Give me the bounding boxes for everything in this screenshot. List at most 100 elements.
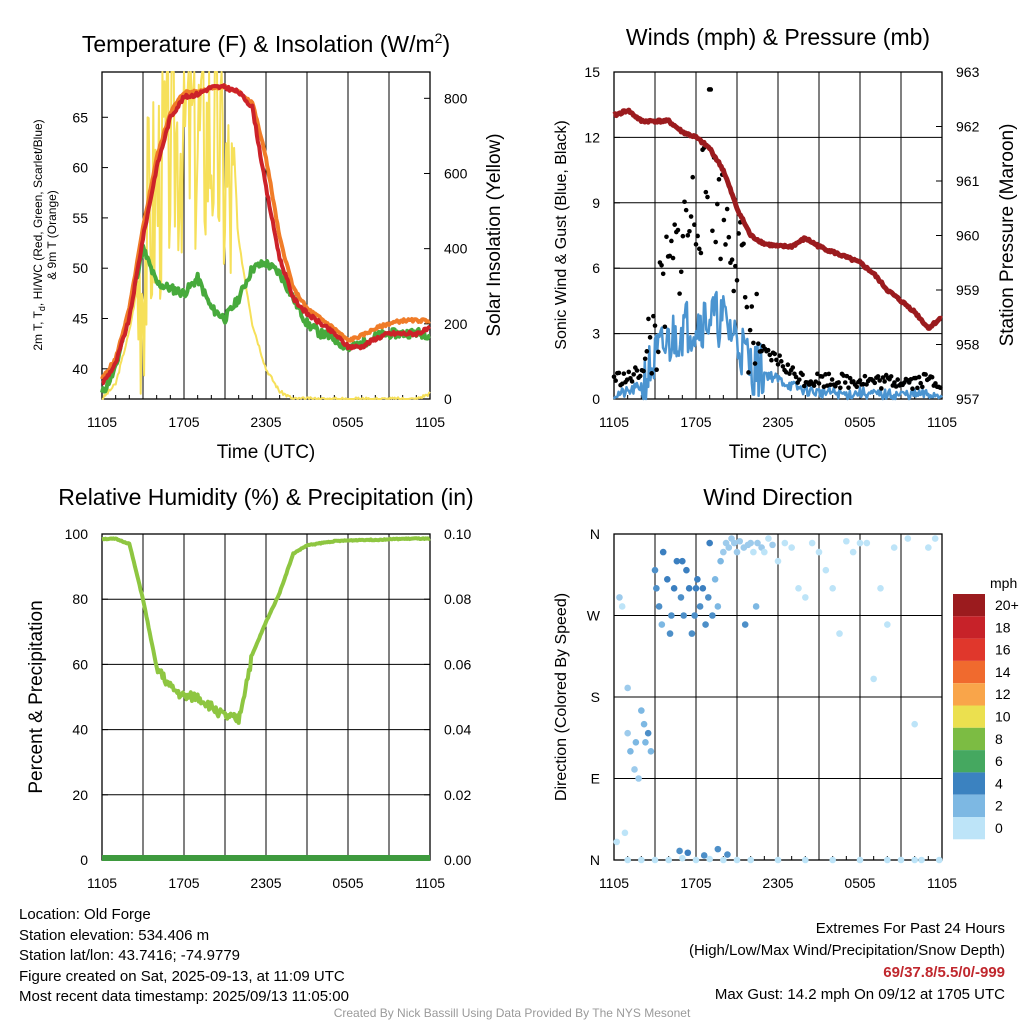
wind-direction-point	[688, 630, 696, 637]
wind-direction-point	[931, 535, 939, 542]
wind-gust-point	[877, 378, 882, 383]
dewpoint-line	[100, 243, 431, 394]
wind-gust-point	[857, 378, 863, 383]
wind-y-tick-label: 12	[584, 129, 600, 145]
rh-y2-tick-label: 0.08	[444, 591, 471, 607]
temp-y-axis-label-line2: & 9m T (Orange)	[45, 190, 59, 280]
wind-direction-point	[684, 849, 692, 857]
wind-direction-point	[685, 585, 693, 592]
wind-direction-point	[692, 585, 700, 592]
wind-gust-point	[892, 380, 897, 385]
wind-gust-point	[811, 383, 817, 388]
wind-gust-point	[688, 214, 694, 219]
wind-direction-point	[822, 566, 830, 574]
wind-y2-tick-label: 963	[956, 64, 980, 80]
wind-gust-point	[759, 348, 764, 354]
wind-direction-point	[638, 707, 645, 714]
wind-gust-point	[710, 228, 715, 234]
legend-swatch	[953, 705, 985, 728]
wind-y-axis-label: Sonic Wind & Gust (Blue, Black)	[553, 120, 570, 349]
figure-created: Figure created on Sat, 2025-09-13, at 11…	[19, 967, 345, 985]
wind-gust-point	[836, 380, 841, 385]
rh-y-tick-label: 100	[65, 526, 89, 542]
wind-x-axis-label: Time (UTC)	[729, 442, 828, 463]
wind-gust-point	[815, 371, 820, 377]
wind-gust-point	[647, 335, 653, 340]
wind-gust-point	[654, 367, 659, 373]
wind-direction-point	[788, 544, 795, 551]
wind-direction-point	[918, 856, 925, 864]
wind-gust-point	[826, 371, 832, 377]
wind-direction-point	[624, 729, 631, 737]
wind-gust-point	[819, 374, 825, 379]
wind-direction-point	[699, 585, 707, 592]
wind-gust-point	[629, 379, 635, 384]
wind-gust-point	[875, 374, 881, 379]
wind-direction-point	[714, 845, 722, 853]
wind-gust-point	[793, 374, 799, 380]
wind-gust-point	[713, 239, 718, 245]
wind-gust-point	[685, 233, 691, 238]
wind-gust-point	[752, 361, 758, 366]
wind-direction-point	[696, 603, 704, 610]
wind-direction-point	[679, 854, 686, 862]
legend-swatch	[953, 727, 985, 751]
wind-gust-point	[678, 269, 684, 275]
wind-gust-point	[670, 255, 676, 261]
dir-x-tick-label: 2305	[762, 875, 793, 891]
temp-x-tick-label: 1105	[87, 414, 117, 430]
wind-direction-point	[935, 856, 943, 864]
legend-label: 0	[995, 820, 1003, 836]
wind-gust-point	[800, 372, 805, 378]
wind-gust-point	[705, 194, 710, 200]
wind-gust-point	[842, 380, 848, 385]
pressure-line	[612, 107, 944, 331]
wind-direction-point	[632, 738, 640, 746]
wind-gust-point	[716, 177, 722, 182]
temp-y-tick-label: 40	[72, 361, 88, 377]
wind-gust-point	[780, 364, 786, 369]
wind-direction-point	[747, 856, 754, 864]
wind-direction-point	[856, 539, 864, 547]
wind-gust-point	[698, 250, 704, 256]
wind-direction-point	[802, 594, 809, 601]
wind-gust-point	[785, 362, 791, 367]
rh-y2-tick-label: 0.00	[444, 852, 471, 868]
legend-title: mph	[990, 575, 1017, 591]
wind-gust-point	[734, 278, 740, 283]
wind-direction-point	[644, 729, 652, 737]
wind-gust-point	[838, 385, 843, 391]
wind-direction-point	[843, 537, 850, 545]
wind-gust-point	[895, 377, 901, 382]
wind-gust-point	[862, 373, 868, 379]
wind-y2-tick-label: 959	[956, 282, 980, 298]
wind-gust-point	[690, 174, 696, 180]
wind-gust-point	[613, 378, 618, 383]
wind-direction-point	[765, 535, 772, 542]
wind-gust-point	[778, 359, 784, 364]
temp-y2-tick-label: 200	[444, 316, 468, 332]
wind-gust-point	[626, 369, 632, 375]
wind-direction-point	[911, 856, 918, 864]
wind-direction-point	[683, 566, 690, 574]
wind-direction-point	[761, 548, 768, 556]
wind-gust-point	[675, 227, 681, 233]
wind-direction-point	[733, 856, 741, 864]
wind-direction-point	[725, 544, 733, 551]
wind-gust-point	[797, 377, 802, 382]
wind-direction-point	[679, 557, 686, 565]
station-elevation: Station elevation: 534.406 m	[19, 926, 210, 944]
wind-direction-point	[635, 775, 642, 782]
temperature-insolation-chart: 1105 1705 2305 0505 1105 40 45 50 55 60 65 0 200 400 6…	[31, 30, 505, 463]
legend-label: 20+	[995, 597, 1019, 613]
wind-direction-point	[691, 612, 698, 619]
wind-direction-point	[706, 539, 713, 547]
legend-swatch	[953, 794, 985, 817]
rh-y2-tick-label: 0.02	[444, 787, 471, 803]
temp-2m-line	[101, 83, 431, 386]
wind-gust-point	[765, 347, 771, 353]
legend-swatch	[953, 660, 985, 684]
wind-gust-point	[669, 238, 674, 244]
wind-direction-point	[829, 585, 836, 592]
wind-direction-point	[711, 575, 719, 583]
